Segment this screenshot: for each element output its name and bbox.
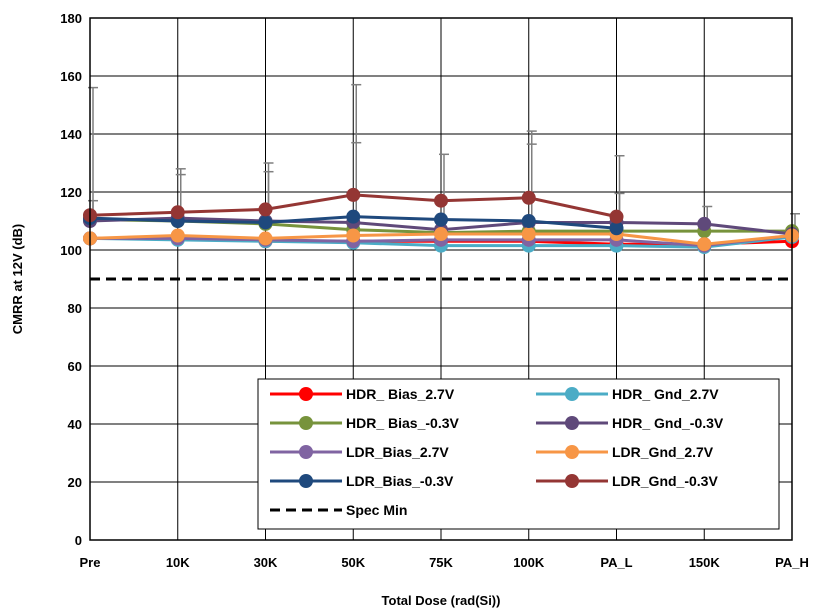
legend: HDR_ Bias_2.7V HDR_ Gnd_2.7V HDR_ Bias_-0.…: [257, 378, 780, 530]
x-tick-label: 100K: [513, 555, 545, 570]
y-tick-label: 80: [68, 301, 82, 316]
legend-swatch-marker: [299, 387, 313, 401]
data-point: [521, 227, 536, 242]
legend-label: HDR_ Bias_2.7V: [346, 386, 455, 402]
data-point: [434, 212, 448, 227]
data-point: [609, 221, 624, 236]
data-point: [346, 209, 361, 224]
y-tick-label: 20: [68, 475, 82, 490]
legend-swatch-marker: [565, 416, 579, 430]
y-tick-labels: 0 20 40 60 80 100 120 140 160 180: [60, 11, 82, 548]
data-point: [697, 216, 712, 231]
legend-swatch-marker: [299, 445, 313, 459]
x-tick-label: 10K: [166, 555, 190, 570]
data-point: [258, 231, 273, 246]
data-point: [521, 214, 536, 228]
legend-swatch-marker: [565, 387, 579, 401]
y-tick-label: 120: [60, 185, 82, 200]
x-tick-label: 50K: [341, 555, 365, 570]
data-point: [258, 215, 273, 230]
data-point: [170, 228, 185, 243]
data-point: [346, 187, 361, 202]
legend-items: HDR_ Bias_2.7V HDR_ Gnd_2.7V HDR_ Bias_-0.…: [270, 386, 724, 518]
x-tick-label: PA_H: [775, 555, 809, 570]
data-point: [434, 193, 448, 208]
y-tick-label: 0: [75, 533, 82, 548]
x-tick-label: 75K: [429, 555, 453, 570]
x-tick-labels: Pre 10K 30K 50K 75K 100K PA_L 150K PA_H: [80, 555, 809, 570]
legend-box: [257, 378, 780, 530]
legend-label: LDR_Gnd_2.7V: [612, 444, 714, 460]
legend-label: Spec Min: [346, 502, 407, 518]
data-point: [346, 228, 361, 243]
y-tick-label: 140: [60, 127, 82, 142]
y-axis-title: CMRR at 12V (dB): [10, 224, 25, 335]
x-tick-label: PA_L: [600, 555, 632, 570]
legend-swatch-marker: [565, 445, 579, 459]
plot-area-frame: [89, 17, 793, 541]
legend-label: LDR_Gnd_-0.3V: [612, 473, 718, 489]
y-tick-label: 180: [60, 11, 82, 26]
data-point: [609, 209, 624, 224]
legend-label: LDR_Bias_-0.3V: [346, 473, 454, 489]
legend-label: HDR_ Bias_-0.3V: [346, 415, 459, 431]
legend-label: LDR_Bias_2.7V: [346, 444, 449, 460]
legend-label: HDR_ Gnd_2.7V: [612, 386, 719, 402]
x-tick-label: 30K: [254, 555, 278, 570]
x-axis-title: Total Dose (rad(Si)): [382, 593, 501, 608]
legend-swatch-marker: [299, 474, 313, 488]
data-point: [521, 190, 536, 205]
legend-swatch-marker: [565, 474, 579, 488]
data-point: [697, 237, 712, 252]
data-point: [434, 227, 448, 242]
legend-swatch-marker: [299, 416, 313, 430]
series-lines: [83, 187, 799, 255]
data-point: [170, 205, 185, 220]
y-tick-label: 160: [60, 69, 82, 84]
legend-label: HDR_ Gnd_-0.3V: [612, 415, 724, 431]
y-tick-label: 60: [68, 359, 82, 374]
data-point: [258, 202, 273, 217]
y-tick-label: 100: [60, 243, 82, 258]
x-tick-label: 150K: [689, 555, 721, 570]
x-tick-label: Pre: [80, 555, 101, 570]
y-tick-label: 40: [68, 417, 82, 432]
